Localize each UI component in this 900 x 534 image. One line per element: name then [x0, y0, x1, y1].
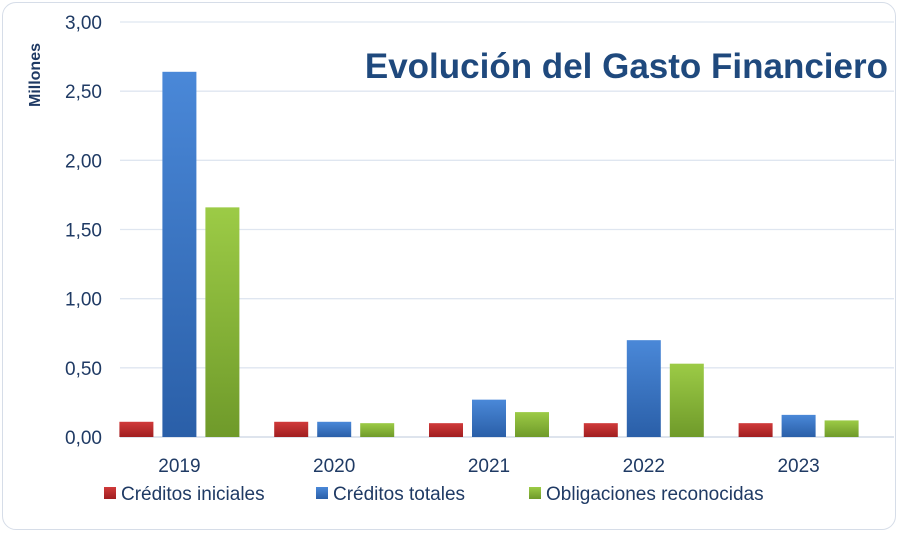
bar-cr-ditos-totales-2022 — [626, 340, 661, 437]
y-tick-label: 1,50 — [65, 221, 102, 242]
chart-title: Evolución del Gasto Financiero — [365, 47, 888, 86]
legend-swatch — [529, 487, 541, 499]
y-tick-label: 0,00 — [65, 428, 102, 449]
legend-label: Obligaciones reconocidas — [546, 484, 764, 505]
bar-cr-ditos-iniciales-2023 — [738, 423, 773, 437]
y-tick-label: 1,00 — [65, 290, 102, 311]
legend: Créditos iniciales Créditos totales Obliga… — [104, 484, 764, 505]
x-tick-label: 2019 — [158, 456, 200, 477]
x-tick-label: 2021 — [468, 456, 510, 477]
x-tick-label: 2020 — [313, 456, 355, 477]
y-tick-label: 2,00 — [65, 151, 102, 172]
bar-obligaciones-reconocidas-2023 — [824, 420, 859, 437]
y-axis-ticks: 0,00 0,50 1,00 1,50 2,00 2,50 3,00 — [65, 13, 102, 449]
legend-label: Créditos iniciales — [121, 484, 265, 505]
y-tick-label: 2,50 — [65, 82, 102, 103]
bar-cr-ditos-iniciales-2020 — [274, 421, 309, 437]
bar-cr-ditos-totales-2021 — [472, 399, 506, 437]
x-tick-label: 2022 — [623, 456, 665, 477]
legend-label: Créditos totales — [333, 484, 465, 505]
x-tick-label: 2023 — [777, 456, 819, 477]
bars — [119, 71, 859, 438]
bar-cr-ditos-totales-2020 — [317, 421, 352, 437]
y-tick-label: 3,00 — [65, 13, 102, 34]
bar-obligaciones-reconocidas-2021 — [515, 412, 549, 437]
bar-cr-ditos-totales-2023 — [781, 414, 816, 437]
bar-obligaciones-reconocidas-2020 — [360, 423, 395, 437]
legend-swatch — [104, 487, 116, 499]
x-axis-ticks: 2019 2020 2021 2022 2023 — [158, 456, 819, 477]
legend-swatch — [316, 487, 328, 499]
bar-cr-ditos-totales-2019 — [162, 71, 197, 438]
bar-cr-ditos-iniciales-2021 — [429, 423, 463, 437]
y-tick-label: 0,50 — [65, 359, 102, 380]
bar-cr-ditos-iniciales-2019 — [119, 421, 154, 437]
y-axis-label: Millones — [27, 43, 44, 107]
bar-cr-ditos-iniciales-2022 — [583, 423, 618, 437]
bar-obligaciones-reconocidas-2022 — [669, 363, 704, 437]
bar-obligaciones-reconocidas-2019 — [205, 207, 240, 437]
